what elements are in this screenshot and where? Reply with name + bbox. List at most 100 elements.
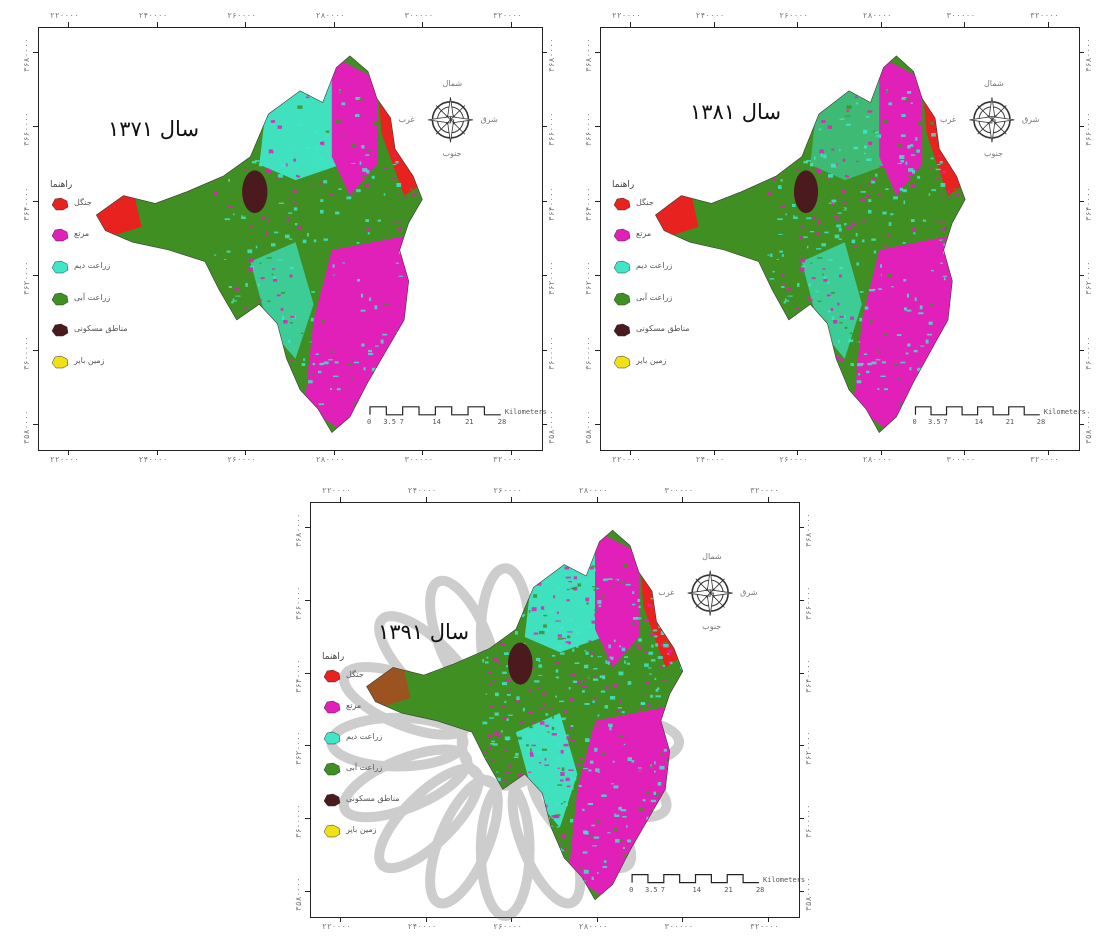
legend-swatch-icon (613, 324, 631, 337)
x-tick-label: ۲۸۰۰۰۰ (578, 486, 608, 495)
y-tick-label: ۳۶۴۰۰۰۰ (584, 187, 593, 221)
x-tick-label: ۲۲۰۰۰۰ (612, 455, 641, 464)
y-tick-label: ۳۵۸۰۰۰۰ (547, 410, 556, 444)
x-tick (880, 450, 882, 455)
legend-swatch-icon (613, 292, 631, 305)
y-tick (799, 672, 804, 674)
scale-tick-label: 21 (1005, 417, 1015, 426)
forest-west (96, 187, 142, 239)
legend-title: راهنما (612, 179, 635, 190)
y-tick (305, 672, 310, 674)
scale-bar-icon (914, 406, 1040, 416)
legend-item-irrigated-farming: زراعت آبی (50, 291, 140, 307)
map-panel-1371: ۲۲۰۰۰۰ ۲۲۰۰۰۰ ۲۴۰۰۰۰ ۲۴۰۰۰۰ ۲۶۰۰۰۰ ۲۶۰۰۰۰ ۲۸۰۰… (18, 5, 563, 475)
scale-tick-label: 28 (1036, 417, 1046, 426)
legend-item-label: مرتع (346, 700, 362, 710)
dry-farming-south (801, 242, 862, 359)
y-tick (33, 349, 38, 351)
x-tick (713, 450, 715, 455)
y-tick (595, 349, 600, 351)
legend-swatch-icon (51, 355, 69, 369)
legend-swatch-icon (613, 355, 631, 369)
x-tick-label: ۳۲۰۰۰۰ (1030, 11, 1059, 20)
x-tick-label: ۲۴۰۰۰۰ (138, 455, 168, 464)
scale-tick-label: 14 (692, 885, 701, 894)
y-tick-label: ۳۶۴۰۰۰۰ (22, 187, 31, 221)
forest-west (655, 187, 699, 239)
y-tick-label: ۳۶۶۰۰۰۰ (584, 112, 593, 147)
land-use-map (326, 529, 759, 921)
scale-tick-label: 28 (755, 885, 765, 894)
y-tick-label: ۳۶۰۰۰۰۰ (294, 804, 303, 839)
y-tick (33, 275, 38, 277)
y-tick (595, 424, 600, 425)
residential-core (793, 170, 819, 214)
scale-unit-label: Kilometers (504, 407, 547, 416)
legend-item-forest: جنگل (322, 668, 412, 684)
legend-item-label: زراعت دیم (636, 261, 673, 271)
map-year-title: سال ۱۳۸۱ (690, 100, 782, 124)
x-tick-label: ۲۸۰۰۰۰ (862, 11, 892, 20)
scale-tick-label: 28 (497, 417, 507, 426)
x-tick (511, 450, 512, 455)
legend-item-residential: مناطق مسکونی (612, 322, 702, 338)
x-tick (422, 450, 424, 455)
y-tick-label: ۳۶۰۰۰۰۰ (1084, 335, 1093, 370)
legend-swatch-icon (323, 793, 341, 807)
x-tick-label: ۲۶۰۰۰۰ (779, 11, 809, 20)
y-tick-label: ۳۶۲۰۰۰۰ (547, 261, 556, 296)
y-tick-label: ۳۶۰۰۰۰۰ (22, 335, 31, 370)
scale-tick-label: 14 (974, 417, 984, 426)
y-tick (542, 52, 547, 53)
x-tick-label: ۲۴۰۰۰۰ (407, 486, 437, 495)
legend-item-forest: جنگل (50, 196, 140, 212)
y-tick-label: ۳۶۴۰۰۰۰ (1084, 187, 1093, 221)
x-tick-label: ۳۰۰۰۰۰ (404, 455, 434, 464)
x-tick (511, 917, 513, 922)
x-tick (511, 22, 512, 27)
y-tick-label: ۳۶۸۰۰۰۰ (1084, 38, 1093, 72)
legend-title: راهنما (322, 651, 345, 662)
legend-item-label: زمین بایر (346, 824, 377, 834)
map-year-title: سال ۱۳۹۱ (378, 620, 470, 644)
x-tick-label: ۳۲۰۰۰۰ (493, 455, 522, 464)
legend-swatch-icon (51, 292, 69, 305)
legend-swatch-icon (323, 731, 341, 744)
x-tick (768, 917, 769, 922)
y-tick (542, 200, 547, 202)
y-tick (1079, 52, 1084, 53)
legend-item-forest: جنگل (612, 196, 702, 212)
scale-tick-label: 3.5 (644, 885, 658, 894)
map-year-title: سال ۱۳۷۱ (108, 117, 200, 141)
y-tick (33, 424, 38, 425)
x-tick (797, 450, 799, 455)
y-tick (33, 52, 38, 53)
legend-item-bare-land: زمین بایر (322, 823, 412, 839)
y-tick (595, 275, 600, 277)
x-tick-label: ۳۲۰۰۰۰ (1030, 455, 1059, 464)
x-tick (880, 22, 882, 27)
x-tick-label: ۳۲۰۰۰۰ (750, 486, 779, 495)
y-tick-label: ۳۶۶۰۰۰۰ (22, 112, 31, 147)
map-panel-1381: ۲۲۰۰۰۰ ۲۲۰۰۰۰ ۲۴۰۰۰۰ ۲۴۰۰۰۰ ۲۶۰۰۰۰ ۲۶۰۰۰۰ ۲۸۰۰… (580, 5, 1100, 475)
x-tick (333, 22, 335, 27)
legend-item-rangeland: مرتع (322, 699, 412, 715)
legend-item-label: زراعت آبی (636, 292, 673, 302)
y-tick-label: ۳۶۶۰۰۰۰ (804, 586, 813, 620)
y-tick (1079, 200, 1084, 202)
x-tick-label: ۲۲۰۰۰۰ (322, 486, 351, 495)
y-tick (1079, 275, 1084, 277)
legend-item-dry-farming: زراعت دیم (322, 730, 412, 746)
y-tick-label: ۳۶۲۰۰۰۰ (804, 731, 813, 766)
x-tick (797, 22, 799, 27)
legend-item-label: زراعت آبی (346, 762, 383, 772)
scale-tick-label: 7 (943, 417, 948, 426)
scale-bar-icon (631, 874, 759, 884)
dry-farming-south (515, 713, 578, 828)
legend-item-label: جنگل (74, 197, 92, 207)
legend-swatch-icon (323, 669, 341, 682)
x-tick (1048, 22, 1049, 27)
scale-bar-icon (369, 406, 501, 416)
y-tick (1079, 126, 1084, 128)
x-tick (156, 22, 158, 27)
